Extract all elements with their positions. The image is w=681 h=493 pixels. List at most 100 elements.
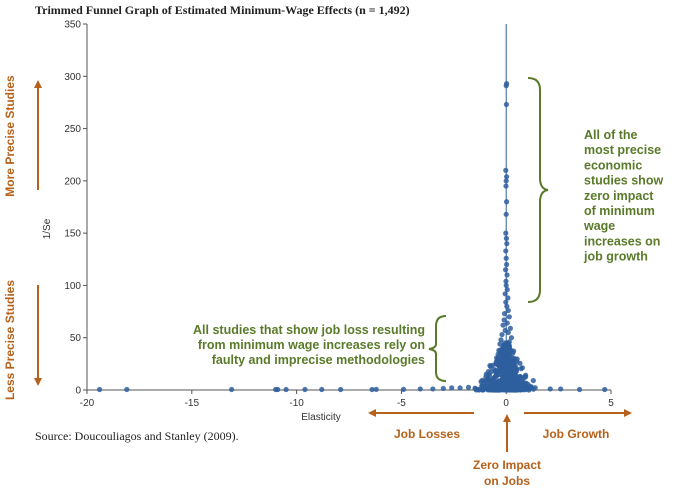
data-point — [488, 364, 494, 370]
data-point — [519, 365, 525, 371]
data-point — [229, 386, 235, 393]
data-point — [504, 174, 510, 180]
job-growth-label: Job Growth — [543, 427, 610, 441]
data-point — [283, 386, 289, 393]
data-point — [505, 329, 511, 336]
data-point — [491, 375, 497, 381]
data-point — [503, 178, 509, 184]
annotation-line: job growth — [583, 250, 648, 264]
annotation-line: increases on — [584, 234, 660, 248]
data-point — [503, 230, 509, 236]
annotation-line: from minimum wage increases rely on — [198, 338, 425, 352]
data-point — [465, 384, 472, 390]
data-point — [302, 386, 308, 393]
data-point — [498, 337, 504, 343]
data-point — [502, 291, 508, 297]
x-axis-label: Elasticity — [301, 412, 340, 423]
data-point — [504, 303, 510, 309]
annotation-line: of minimum — [584, 204, 655, 218]
annotation-line: studies show — [584, 174, 663, 188]
data-point — [96, 386, 103, 393]
data-point — [519, 386, 526, 393]
data-point — [369, 386, 375, 393]
data-point — [525, 381, 531, 388]
data-point — [475, 386, 481, 392]
data-point — [373, 386, 379, 392]
x-tick-label: -5 — [397, 398, 406, 409]
data-point — [506, 314, 512, 320]
data-point — [504, 241, 510, 247]
data-point — [338, 386, 344, 393]
data-point — [502, 383, 508, 389]
chart-title: Trimmed Funnel Graph of Estimated Minimu… — [35, 3, 410, 17]
data-point — [480, 387, 486, 393]
data-point — [558, 386, 564, 392]
data-point — [500, 322, 506, 328]
data-point — [503, 235, 510, 241]
annotation-line: most precise — [584, 143, 661, 157]
data-point — [501, 311, 508, 317]
data-point — [500, 375, 506, 381]
data-point — [492, 368, 499, 374]
data-point — [514, 386, 520, 392]
more-precise-label: More Precise Studies — [3, 75, 17, 197]
scatter-points — [96, 81, 608, 393]
x-tick-label: -20 — [80, 398, 95, 409]
annotation-line: zero impact — [584, 189, 654, 203]
data-point — [504, 199, 510, 205]
y-axis-label: 1/Se — [42, 218, 53, 239]
data-point — [499, 331, 505, 338]
y-tick-label: 250 — [64, 124, 81, 135]
source-note: Source: Doucouliagos and Stanley (2009). — [35, 429, 239, 443]
data-point — [493, 382, 500, 388]
job-losses-label: Job Losses — [394, 427, 460, 441]
data-point — [514, 356, 520, 362]
data-point — [504, 272, 510, 278]
less-precise-label: Less Precise Studies — [3, 280, 17, 400]
data-point — [503, 101, 510, 108]
data-point — [483, 378, 489, 385]
data-point — [530, 377, 536, 384]
y-tick-label: 50 — [70, 333, 82, 344]
data-point — [503, 340, 510, 347]
data-point — [501, 352, 507, 358]
zero-impact-line-2: on Jobs — [484, 474, 530, 488]
y-tick-label: 0 — [75, 386, 81, 397]
annotation-line: faulty and imprecise methodologies — [212, 353, 425, 367]
data-point — [503, 83, 509, 89]
data-point — [483, 371, 489, 377]
left-bracket-text: All studies that show job loss resulting… — [193, 323, 425, 367]
data-point — [602, 386, 608, 393]
data-point — [275, 386, 281, 393]
data-point — [500, 348, 506, 354]
data-point — [507, 379, 513, 385]
data-point — [488, 368, 494, 375]
data-point — [417, 386, 423, 392]
zero-impact-line-1: Zero Impact — [473, 458, 541, 472]
data-point — [503, 255, 509, 261]
data-point — [493, 361, 499, 367]
y-tick-label: 150 — [64, 229, 81, 240]
data-point — [504, 371, 510, 377]
data-point — [319, 386, 325, 393]
data-point — [483, 383, 489, 389]
data-point — [503, 282, 509, 289]
data-point — [457, 385, 463, 391]
annotation-line: All studies that show job loss resulting — [193, 323, 425, 337]
data-point — [124, 386, 130, 393]
data-point — [430, 386, 436, 392]
data-point — [490, 386, 496, 393]
x-tick-label: -10 — [289, 398, 304, 409]
data-point — [504, 320, 510, 326]
data-point — [510, 374, 516, 380]
data-point — [440, 385, 446, 392]
data-point — [508, 335, 515, 341]
data-point — [517, 374, 523, 380]
y-tick-label: 350 — [64, 20, 81, 31]
data-point — [504, 287, 510, 293]
data-point — [547, 386, 553, 392]
annotation-line: wage — [583, 219, 615, 233]
y-tick-label: 100 — [64, 281, 81, 292]
data-point — [576, 386, 583, 393]
